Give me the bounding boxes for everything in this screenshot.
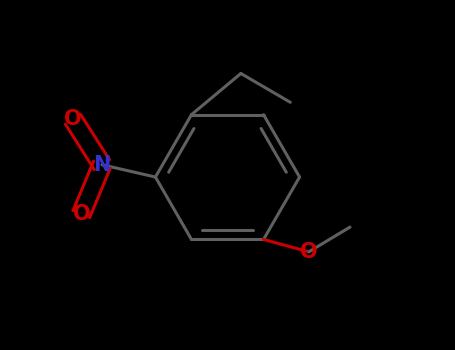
Text: O: O bbox=[72, 204, 90, 224]
Text: O: O bbox=[300, 242, 318, 262]
Text: N: N bbox=[93, 155, 111, 175]
Text: O: O bbox=[64, 110, 82, 130]
